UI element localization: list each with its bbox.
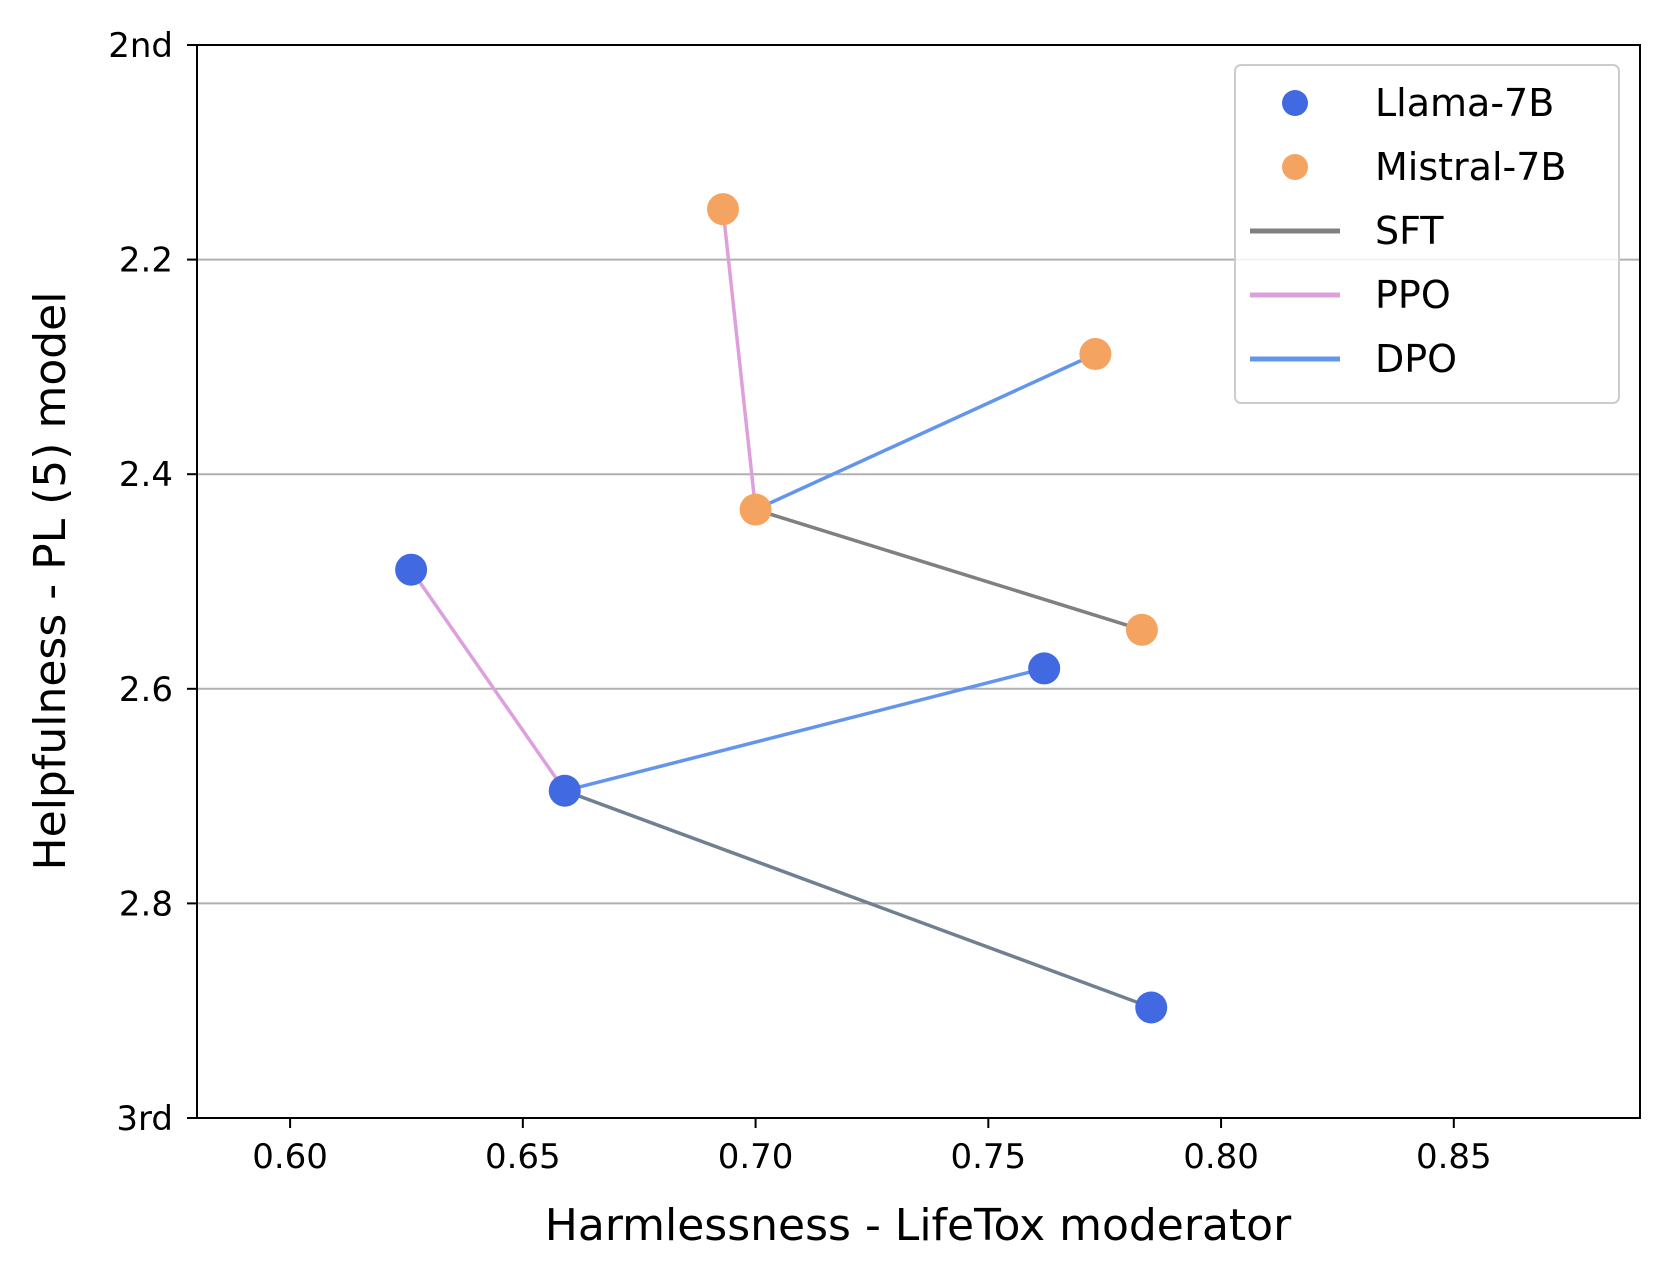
mistral-7b-point: [739, 493, 772, 526]
legend: Llama-7B Mistral-7B SFT PPO DPO: [1234, 64, 1620, 404]
y-tick-label: 2nd: [108, 26, 173, 66]
ppo-arrow: [409, 568, 567, 792]
llama-7b-point: [1135, 991, 1168, 1024]
y-tick-label: 3rd: [116, 1099, 173, 1139]
legend-label: PPO: [1375, 273, 1451, 317]
y-tick-label: 2.6: [119, 670, 173, 710]
llama-7b-point: [395, 553, 428, 586]
legend-marker: [1282, 154, 1308, 180]
legend-label: SFT: [1375, 209, 1444, 253]
transition-arrows: [409, 207, 1152, 1010]
legend-label: Llama-7B: [1375, 81, 1554, 125]
ppo-arrow: [718, 207, 758, 510]
mistral-7b-point: [706, 193, 739, 226]
legend-marker: [1282, 90, 1308, 116]
sft-arrow: [563, 789, 1152, 1010]
y-axis-ticks: 2nd 2.2 2.4 2.6 2.8 3rd: [108, 26, 197, 1139]
mistral-7b-point: [1125, 613, 1158, 646]
dpo-arrow: [754, 352, 1097, 512]
x-axis-ticks: 0.60 0.65 0.70 0.75 0.80 0.85: [252, 1118, 1492, 1177]
x-tick-label: 0.85: [1416, 1137, 1492, 1177]
y-tick-label: 2.2: [119, 241, 173, 281]
legend-label: Mistral-7B: [1375, 145, 1566, 189]
plot-frame: [196, 44, 1641, 1119]
x-axis-title: Harmlessness - LifeTox moderator: [545, 1200, 1292, 1251]
x-tick-label: 0.70: [718, 1137, 794, 1177]
y-axis-title: Helpfulness - PL (5) model: [25, 292, 76, 871]
legend-box: [1234, 64, 1620, 404]
x-tick-label: 0.80: [1183, 1137, 1259, 1177]
mistral-7b-point: [1079, 338, 1112, 371]
dpo-arrow: [564, 665, 1046, 793]
legend-label: DPO: [1375, 337, 1457, 381]
y-tick-label: 2.8: [119, 884, 173, 924]
x-tick-label: 0.65: [485, 1137, 561, 1177]
sft-arrow: [754, 507, 1143, 632]
x-tick-label: 0.60: [252, 1137, 328, 1177]
llama-7b-point: [548, 774, 581, 807]
y-tick-label: 2.4: [119, 455, 173, 495]
data-points: [395, 193, 1168, 1024]
x-tick-label: 0.75: [950, 1137, 1026, 1177]
llama-7b-point: [1028, 652, 1061, 685]
